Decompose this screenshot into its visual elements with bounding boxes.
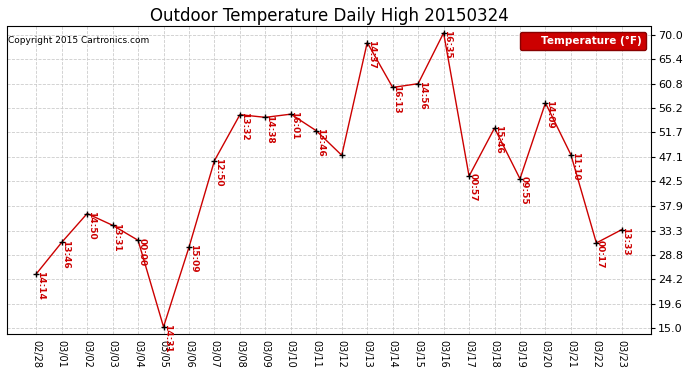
Text: 00:17: 00:17	[596, 240, 605, 268]
Text: 16:01: 16:01	[290, 111, 299, 140]
Legend: Temperature (°F): Temperature (°F)	[520, 32, 646, 50]
Text: 14:14: 14:14	[36, 271, 45, 300]
Text: 13:31: 13:31	[112, 222, 121, 251]
Title: Outdoor Temperature Daily High 20150324: Outdoor Temperature Daily High 20150324	[150, 7, 509, 25]
Text: 14:37: 14:37	[367, 40, 376, 69]
Text: 09:55: 09:55	[520, 176, 529, 205]
Text: 15:09: 15:09	[188, 244, 197, 273]
Text: 00:57: 00:57	[469, 173, 477, 202]
Text: 13:46: 13:46	[316, 128, 325, 157]
Text: 00:00: 00:00	[138, 237, 147, 266]
Text: 14:09: 14:09	[545, 100, 554, 129]
Text: 13:33: 13:33	[622, 227, 631, 255]
Text: 16:13: 16:13	[393, 85, 402, 113]
Text: 14:31: 14:31	[164, 324, 172, 353]
Text: 13:46: 13:46	[61, 240, 70, 268]
Text: 12:50: 12:50	[214, 158, 223, 186]
Text: 11:10: 11:10	[571, 152, 580, 180]
Text: Copyright 2015 Cartronics.com: Copyright 2015 Cartronics.com	[8, 36, 150, 45]
Text: 16:35: 16:35	[443, 30, 452, 59]
Text: 13:32: 13:32	[239, 112, 248, 141]
Text: 14:56: 14:56	[418, 81, 427, 110]
Text: 15:46: 15:46	[494, 125, 503, 154]
Text: 14:50: 14:50	[87, 211, 96, 239]
Text: 14:38: 14:38	[265, 115, 274, 143]
